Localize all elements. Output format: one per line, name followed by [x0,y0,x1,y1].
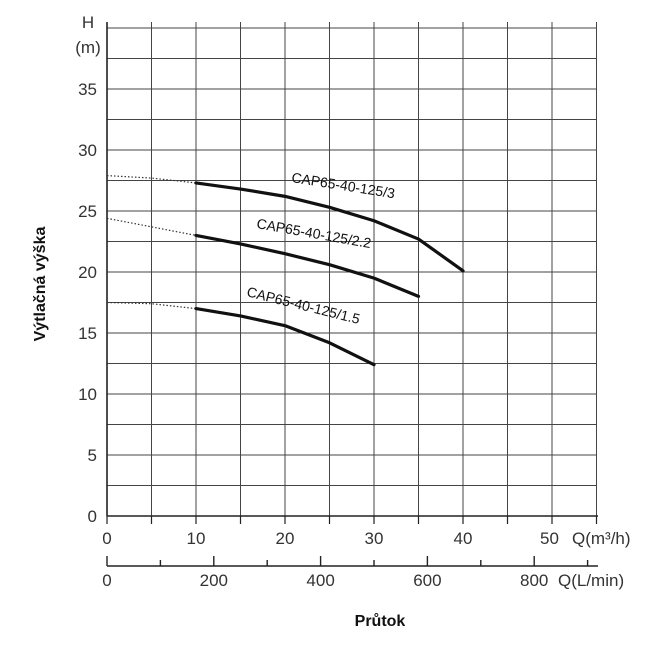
x-tick-label-m3h: 0 [102,529,111,548]
series-line [194,307,376,367]
x-tick-label-m3h: 40 [454,529,473,548]
y-tick-label: 0 [88,507,97,526]
x-tick-label-lmin: 600 [413,571,441,590]
y-tick-label: 30 [78,141,97,160]
x-tick-label-lmin: 400 [306,571,334,590]
x-unit-lmin: Q(L/min) [558,571,624,590]
x-tick-label-lmin: 200 [200,571,228,590]
x-tick-label-m3h: 50 [540,529,559,548]
x-tick-labels-lmin: 0 200 400 600 800 [102,556,589,590]
series-line [194,233,421,298]
y-tick-label: 10 [78,385,97,404]
grid [107,22,597,516]
x-axis-title: Průtok [355,613,406,630]
axes [106,22,598,567]
x-tick-label-m3h: 20 [276,529,295,548]
x-tick-label-lmin: 0 [102,571,111,590]
y-tick-labels: 0 5 10 15 20 25 30 35 [78,80,97,526]
series-extrapolation-line [106,301,197,310]
series-line [194,181,465,273]
series-extrapolation-line [106,175,197,184]
series-label: CAP65-40-125/2.2 [255,215,372,251]
y-tick-label: 15 [78,324,97,343]
y-unit-top: H [82,13,94,32]
x-unit-m3h: Q(m³/h) [572,529,631,548]
x-tick-labels-m3h: 0 10 20 30 40 50 [102,516,598,548]
y-tick-label: 35 [78,80,97,99]
y-tick-label: 5 [88,446,97,465]
y-unit-bottom: (m) [75,38,100,57]
y-tick-label: 25 [78,202,97,221]
series-label: CAP65-40-125/3 [291,169,397,201]
y-tick-label: 20 [78,263,97,282]
y-axis-title: Výtlačná výška [32,227,49,342]
series-extrapolation-line [106,217,197,236]
x-tick-label-m3h: 30 [365,529,384,548]
x-tick-label-lmin: 800 [520,571,548,590]
x-tick-label-m3h: 10 [187,529,206,548]
